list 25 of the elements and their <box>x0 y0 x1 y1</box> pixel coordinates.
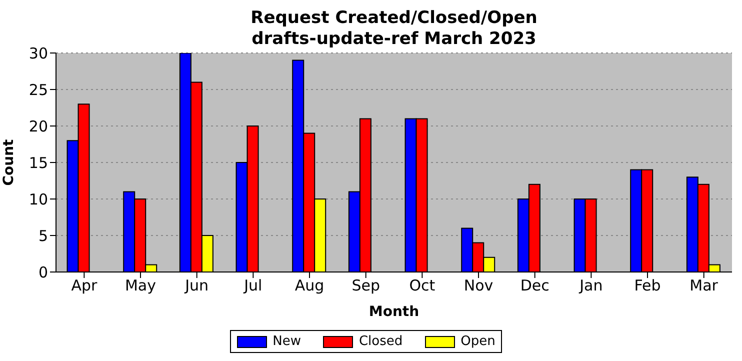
x-tick-label: Nov <box>464 276 494 295</box>
y-tick-label: 10 <box>28 190 48 208</box>
x-tick-label: Aug <box>294 276 324 295</box>
y-tick-label: 5 <box>38 226 48 245</box>
x-tick-label: Jan <box>578 276 603 295</box>
y-tick-label: 0 <box>38 263 48 282</box>
x-tick-label: Jun <box>184 276 209 295</box>
x-axis-title: Month <box>368 304 420 320</box>
x-tick-label: Jul <box>243 276 262 295</box>
legend-label: Closed <box>358 334 403 349</box>
legend-label: New <box>272 334 301 349</box>
x-tick-label: Feb <box>634 276 661 295</box>
y-tick-label: 30 <box>28 44 48 62</box>
y-tick-label: 15 <box>28 154 48 172</box>
x-tick-label: Mar <box>690 276 719 295</box>
x-tick-label: Sep <box>352 276 380 295</box>
legend-label: Open <box>460 334 496 349</box>
x-tick-label: Dec <box>520 276 550 295</box>
y-axis-title: Count <box>0 138 17 186</box>
chart-title: Request Created/Closed/Open drafts-update-ref March 2023 <box>250 8 538 50</box>
x-tick-label: Oct <box>409 276 436 295</box>
x-tick-label: May <box>124 276 156 295</box>
y-tick-label: 20 <box>28 117 48 136</box>
x-tick-label: Apr <box>71 276 98 295</box>
y-tick-label: 25 <box>28 80 48 99</box>
